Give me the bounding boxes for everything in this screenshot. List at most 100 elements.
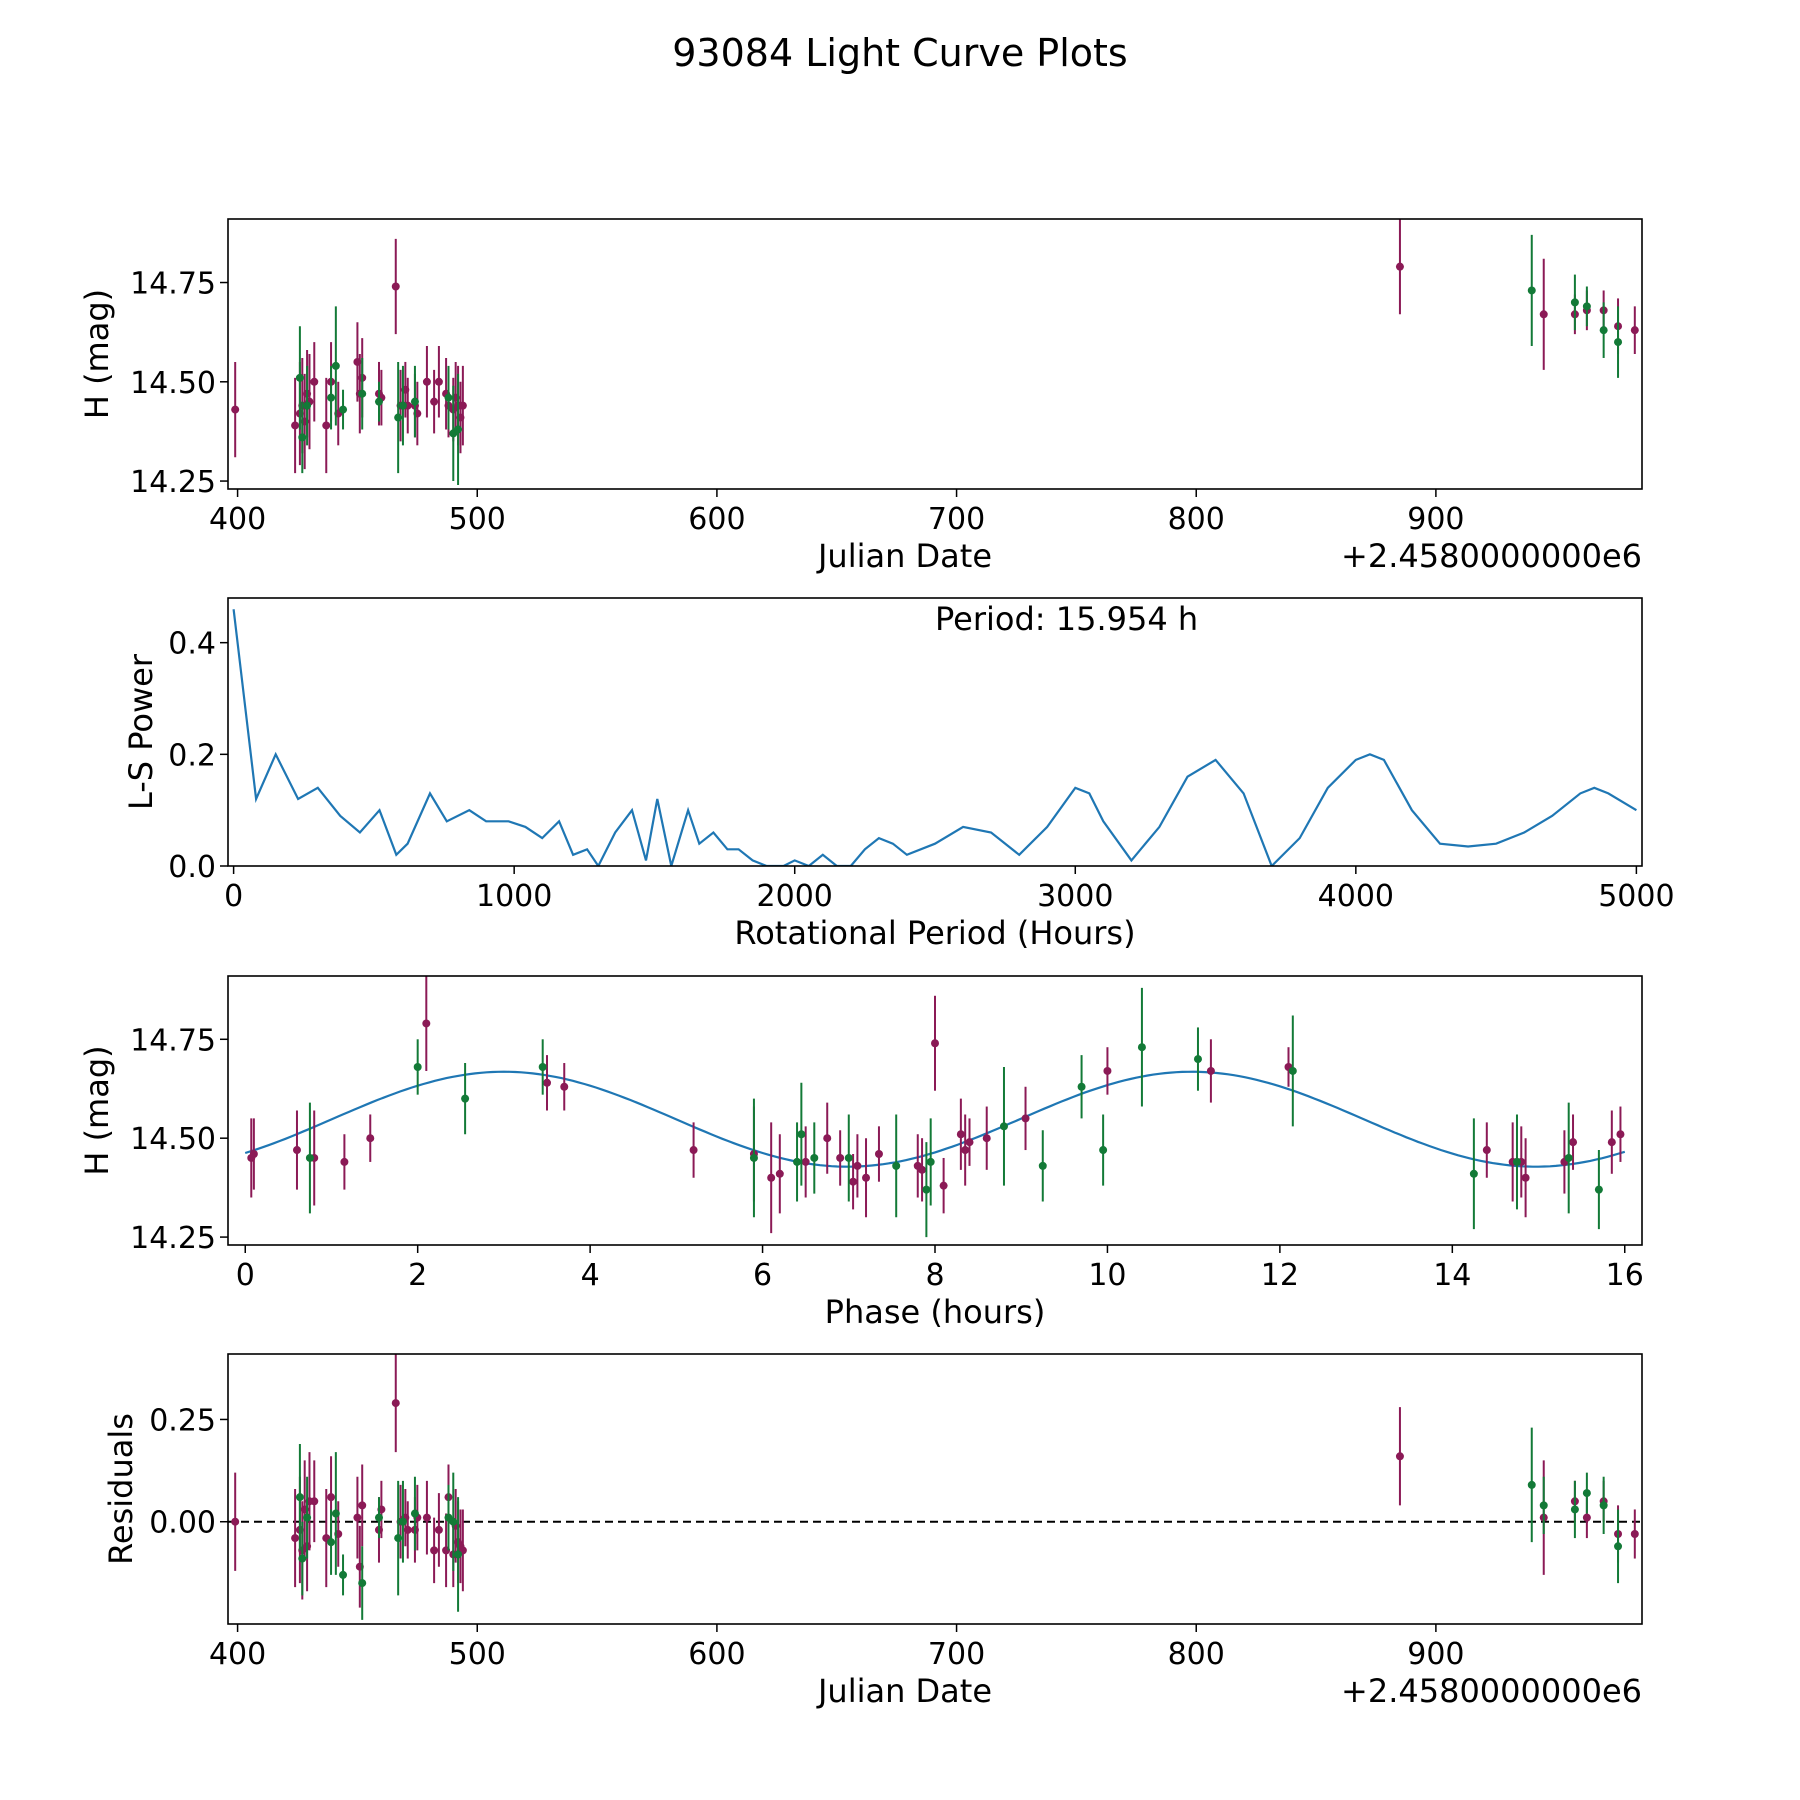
x-tick-label: 600: [688, 1637, 745, 1672]
data-point: [1599, 1501, 1608, 1510]
data-point: [374, 1513, 383, 1522]
data-point: [339, 405, 348, 414]
data-point: [444, 393, 453, 402]
data-point: [1594, 1185, 1603, 1194]
data-point: [422, 1019, 431, 1028]
x-tick-label: 800: [1168, 502, 1225, 537]
x-tick-label: 8: [925, 1258, 944, 1293]
data-point: [410, 397, 419, 406]
data-point: [1077, 1082, 1086, 1091]
x-axis-label: Julian Date: [816, 1672, 992, 1710]
data-point: [331, 361, 340, 370]
x-tick-label: 5000: [1598, 879, 1674, 914]
axes-frame: [227, 218, 1643, 490]
data-point: [1616, 1130, 1625, 1139]
data-point: [1038, 1161, 1047, 1170]
chart-p3: 0 2 4 6 8 10 12 14 16 14.25 14.50 14.75 Phase (hours…: [78, 975, 1644, 1331]
y-tick-label: 0.4: [168, 627, 216, 662]
data-point: [1614, 1542, 1623, 1551]
data-point: [823, 1134, 832, 1143]
data-point: [1630, 1530, 1639, 1538]
x-tick-label: 16: [1606, 1258, 1644, 1293]
data-point: [1395, 262, 1404, 271]
chart-p1: 400 500 600 700 800 900 14.25 14.50 14.75 Julian …: [78, 218, 1643, 575]
data-point: [449, 1517, 458, 1526]
data-point: [358, 389, 367, 398]
y-tick-label: 14.25: [130, 1221, 216, 1256]
data-point: [291, 1534, 300, 1543]
data-point: [1469, 1169, 1478, 1178]
y-tick-label: 14.75: [130, 267, 216, 302]
data-point: [298, 1554, 307, 1563]
y-axis-label: H (mag): [78, 1045, 116, 1175]
data-point: [291, 421, 300, 430]
data-point: [793, 1157, 802, 1166]
plot-area: [228, 1354, 1642, 1620]
data-point: [862, 1173, 871, 1182]
data-point: [1193, 1055, 1202, 1064]
data-point: [398, 401, 407, 410]
data-point: [538, 1062, 547, 1071]
data-point: [1527, 1480, 1536, 1489]
data-point: [1482, 1146, 1491, 1155]
data-point: [454, 425, 463, 434]
data-point: [249, 1150, 258, 1159]
data-point: [982, 1134, 991, 1143]
data-point: [1099, 1146, 1108, 1155]
data-point: [434, 1525, 443, 1534]
data-point: [999, 1122, 1008, 1131]
data-point: [775, 1169, 784, 1178]
data-point: [1607, 1138, 1616, 1147]
data-point: [353, 1513, 362, 1522]
data-point: [931, 1039, 939, 1048]
data-point: [458, 401, 467, 410]
data-point: [874, 1150, 883, 1159]
x-tick-label: 0: [236, 1258, 255, 1293]
figure-title: 93084 Light Curve Plots: [672, 31, 1127, 75]
data-point: [292, 1146, 301, 1155]
data-point: [430, 397, 439, 406]
chart-p2: 0 1000 2000 3000 4000 5000 0.0 0.2 0.4 Rotational…: [122, 597, 1675, 952]
data-point: [1512, 1157, 1521, 1166]
data-point: [926, 1157, 935, 1166]
data-point: [322, 421, 331, 430]
data-point: [810, 1153, 819, 1162]
data-point: [801, 1157, 810, 1166]
x-axis-label: Rotational Period (Hours): [734, 914, 1135, 952]
periodogram-line: [232, 609, 1637, 866]
y-axis-label: Residuals: [102, 1413, 140, 1565]
data-point: [1614, 338, 1623, 347]
data-point: [689, 1146, 698, 1155]
fit-curve: [244, 1070, 1626, 1168]
data-point: [1288, 1066, 1297, 1075]
data-point: [918, 1165, 927, 1174]
x-tick-label: 800: [1168, 1637, 1225, 1672]
data-point: [965, 1138, 974, 1147]
x-tick-label: 600: [688, 502, 745, 537]
x-tick-label: 6: [753, 1258, 772, 1293]
data-point: [391, 1399, 400, 1408]
data-point: [849, 1177, 858, 1186]
data-point: [1582, 302, 1591, 311]
y-tick-label: 14.25: [130, 465, 216, 500]
data-point: [454, 1550, 463, 1559]
data-point: [340, 1157, 349, 1166]
data-point: [374, 397, 383, 406]
data-point: [398, 1517, 407, 1526]
data-point: [543, 1078, 552, 1087]
x-tick-label: 12: [1261, 1258, 1299, 1293]
x-tick-label: 1000: [476, 879, 552, 914]
data-point: [231, 405, 240, 414]
data-point: [844, 1153, 853, 1162]
x-tick-label: 400: [209, 502, 266, 537]
y-tick-label: 14.50: [130, 366, 216, 401]
y-tick-label: 0.2: [168, 738, 216, 773]
x-tick-label: 10: [1088, 1258, 1126, 1293]
data-point: [1103, 1066, 1112, 1075]
x-tick-label: 700: [928, 1637, 985, 1672]
data-point: [305, 1153, 314, 1162]
data-point: [391, 282, 400, 291]
data-point: [1521, 1173, 1530, 1182]
axes-frame: [227, 597, 1643, 867]
